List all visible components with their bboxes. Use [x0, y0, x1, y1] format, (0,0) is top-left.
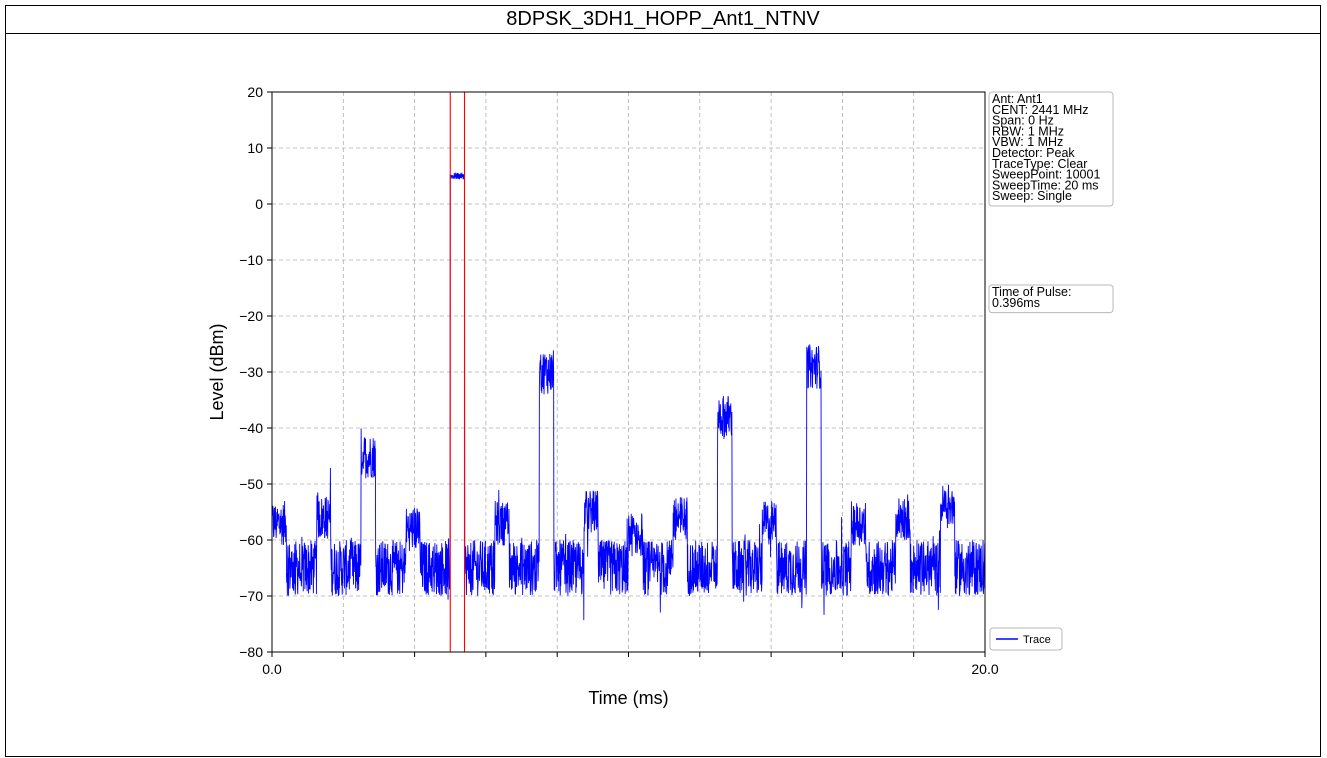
y-tick-label: 20	[247, 84, 263, 100]
settings-line: SweepPoint: 10001	[992, 168, 1100, 182]
y-tick-label: −70	[239, 588, 263, 604]
trace-series	[271, 172, 986, 621]
settings-line: RBW: 1 MHz	[992, 124, 1064, 138]
settings-line: CENT: 2441 MHz	[992, 103, 1089, 117]
settings-line: Span: 0 Hz	[992, 114, 1054, 128]
pulse-border	[988, 284, 1114, 314]
settings-line: SweepTime: 20 ms	[992, 178, 1099, 192]
y-axis-label: Level (dBm)	[207, 323, 227, 420]
pulse-markers	[449, 92, 466, 652]
settings-border	[988, 91, 1114, 207]
pulse-time-box: Time of Pulse: 0.396ms	[988, 284, 1114, 314]
y-tick-label: −50	[239, 476, 263, 492]
figure-frame: 8DPSK_3DH1_HOPP_Ant1_NTNV 20 10 0 −10 −20 −30…	[5, 5, 1321, 757]
chart-canvas: 20 10 0 −10 −20 −30 −40 −50 −60 −70 −80 0.0 20.0 Ti…	[207, 84, 1114, 708]
x-tick-label: 20.0	[971, 661, 998, 677]
settings-line: Detector: Peak	[992, 146, 1075, 160]
trace-line	[271, 172, 986, 621]
grid	[272, 91, 985, 653]
pulse-line: 0.396ms	[992, 296, 1040, 310]
y-axis: 20 10 0 −10 −20 −30 −40 −50 −60 −70 −80	[239, 84, 272, 660]
settings-line: TraceType: Clear	[992, 157, 1087, 171]
y-tick-label: 10	[247, 140, 263, 156]
legend-box	[989, 627, 1063, 651]
y-tick-label: −30	[239, 364, 263, 380]
x-tick-label: 0.0	[262, 661, 282, 677]
y-tick-label: −10	[239, 252, 263, 268]
chart-title: 8DPSK_3DH1_HOPP_Ant1_NTNV	[6, 6, 1320, 34]
legend: Trace	[989, 627, 1063, 651]
pulse-line: Time of Pulse:	[992, 285, 1071, 299]
x-axis: 0.0 20.0	[262, 652, 999, 677]
y-tick-label: 0	[255, 196, 263, 212]
settings-line: Ant: Ant1	[992, 92, 1043, 106]
y-tick-label: −20	[239, 308, 263, 324]
settings-line: Sweep: Single	[992, 189, 1072, 203]
y-tick-label: −80	[239, 644, 263, 660]
y-tick-label: −40	[239, 420, 263, 436]
y-tick-label: −60	[239, 532, 263, 548]
x-axis-label: Time (ms)	[588, 688, 668, 708]
legend-label-trace: Trace	[1023, 634, 1051, 646]
settings-line: VBW: 1 MHz	[992, 135, 1063, 149]
